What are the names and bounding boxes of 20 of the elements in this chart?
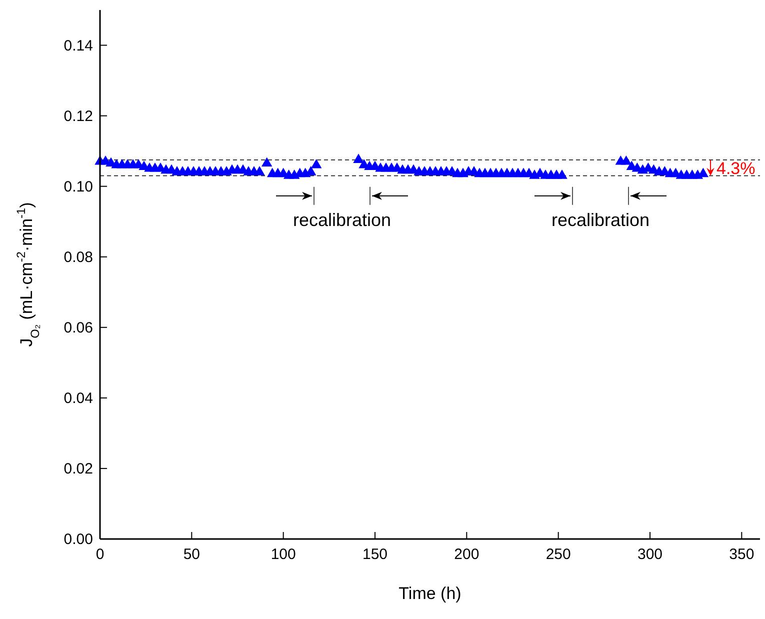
y-tick-label: 0.00	[64, 531, 93, 548]
y-tick-label: 0.04	[64, 390, 93, 407]
y-tick-label: 0.08	[64, 248, 93, 266]
annotation: recalibration	[551, 210, 650, 230]
x-tick-label: 100	[270, 546, 296, 563]
x-tick-label: 250	[546, 546, 571, 563]
x-tick-label: 350	[729, 546, 754, 563]
x-tick-label: 200	[454, 546, 480, 563]
y-tick-label: 0.06	[64, 319, 93, 336]
annotation: recalibration	[292, 210, 392, 230]
x-tick-label: 300	[637, 546, 663, 563]
x-tick-label: 150	[362, 546, 388, 563]
x-tick-label: 50	[183, 546, 200, 563]
x-tick-label: 0	[96, 546, 104, 563]
y-tick-label: 0.02	[64, 460, 93, 478]
annotation: 4.3%	[716, 158, 756, 178]
y-tick-label: 0.10	[64, 178, 93, 196]
y-tick-label: 0.12	[64, 108, 93, 125]
x-axis-title: Time (h)	[398, 584, 462, 603]
y-tick-label: 0.14	[64, 37, 93, 54]
